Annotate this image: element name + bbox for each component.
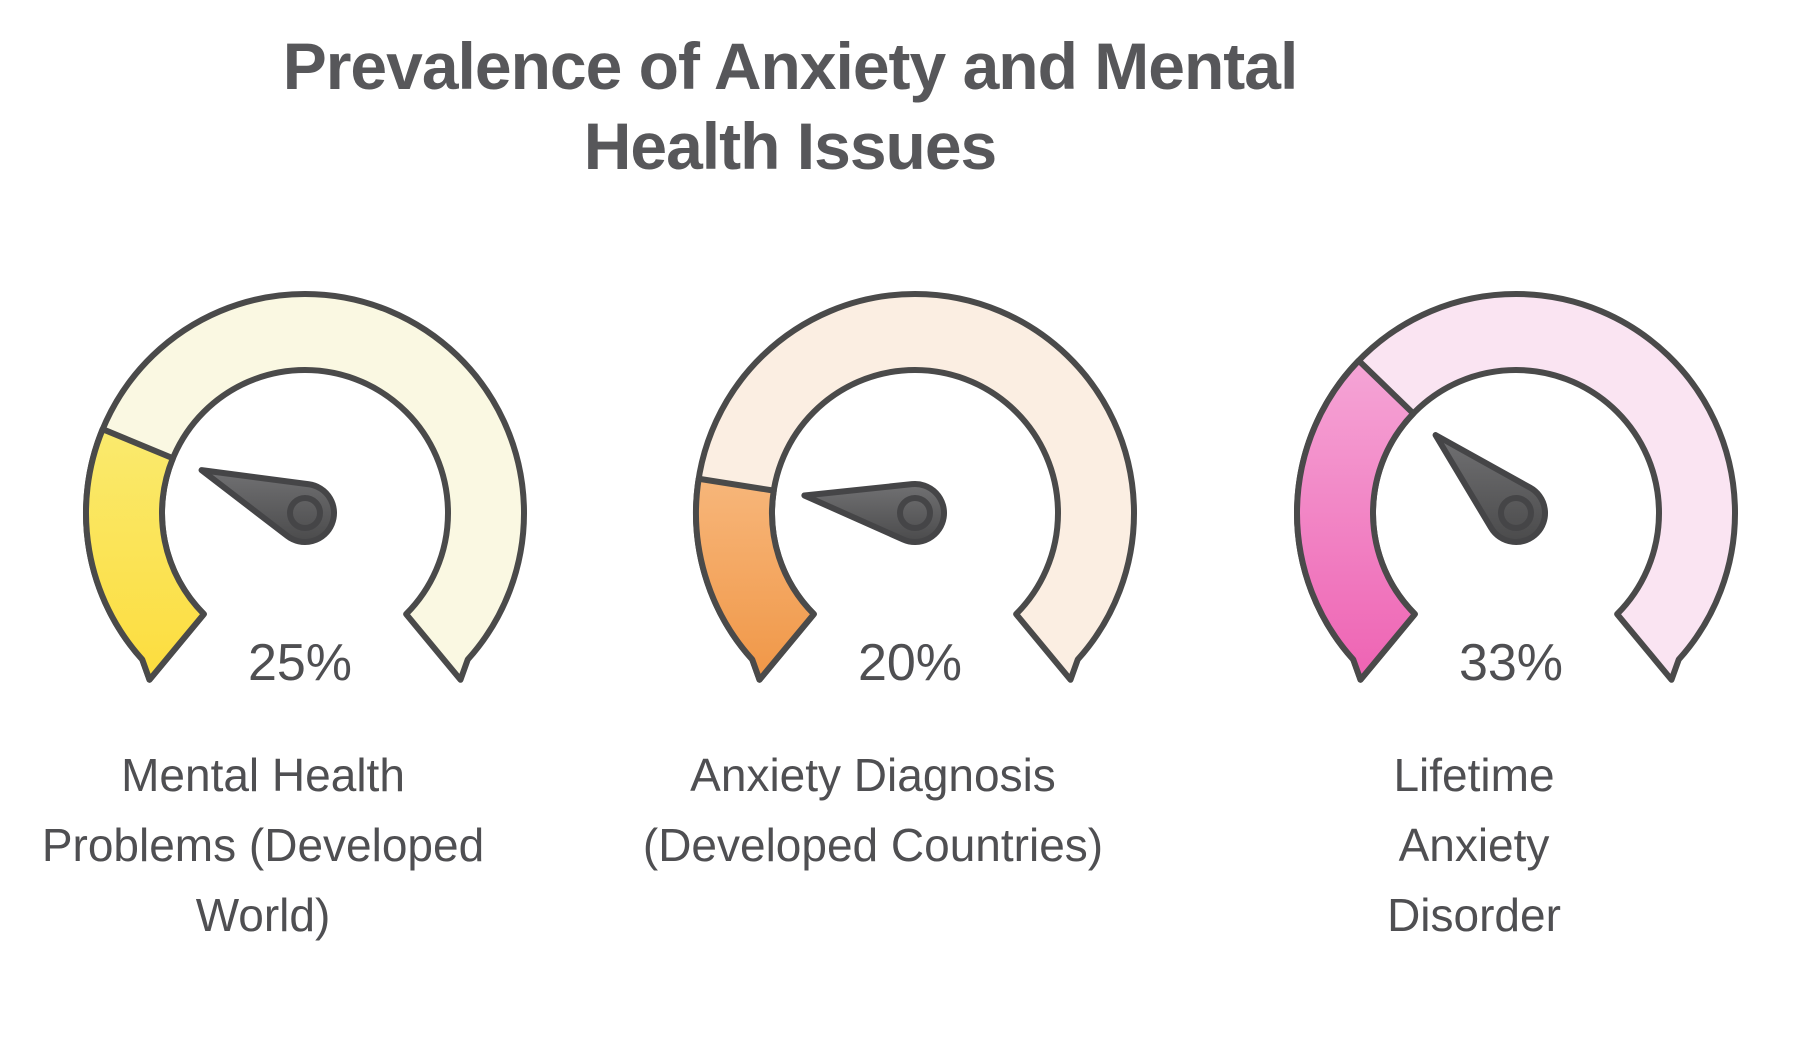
- gauge-needle-hub-icon: [1498, 495, 1534, 531]
- gauge-needle-hub-icon: [287, 495, 323, 531]
- gauge-fill: [1294, 357, 1418, 683]
- gauge-needle: [198, 467, 337, 545]
- gauge-fill: [693, 475, 817, 683]
- gauge-needle: [1432, 432, 1549, 545]
- gauge-label-mental-health-problems: Mental Health Problems (Developed World): [41, 749, 485, 941]
- gauge-label-lifetime-anxiety-disorder: Lifetime Anxiety Disorder: [1387, 749, 1561, 941]
- gauge-track: [83, 291, 527, 683]
- gauge-value-anxiety-diagnosis: 20%: [857, 634, 963, 692]
- chart-title-line1: Prevalence of Anxiety and Mental: [282, 29, 1299, 103]
- gauge-dial-lifetime-anxiety-disorder: [1294, 291, 1738, 683]
- gauge-lifetime-anxiety-disorder: [1281, 278, 1751, 748]
- chart-title: Prevalence of Anxiety and Mental Health …: [0, 26, 1580, 186]
- gauge-needle: [801, 481, 947, 545]
- gauge-dial-mental-health-problems: [82, 291, 527, 683]
- gauge-needle-hub-icon: [897, 495, 933, 531]
- gauge-fill: [82, 426, 207, 683]
- gauge-anxiety-diagnosis: [680, 278, 1150, 748]
- gauge-value-lifetime-anxiety-disorder: 33%: [1458, 634, 1564, 692]
- gauge-mental-health-problems: [70, 278, 540, 748]
- gauge-track: [693, 291, 1137, 683]
- chart-title-line2: Health Issues: [583, 109, 998, 183]
- gauge-dial-anxiety-diagnosis: [693, 291, 1137, 683]
- gauge-label-anxiety-diagnosis: Anxiety Diagnosis (Developed Countries): [642, 749, 1104, 871]
- gauge-value-mental-health-problems: 25%: [247, 634, 353, 692]
